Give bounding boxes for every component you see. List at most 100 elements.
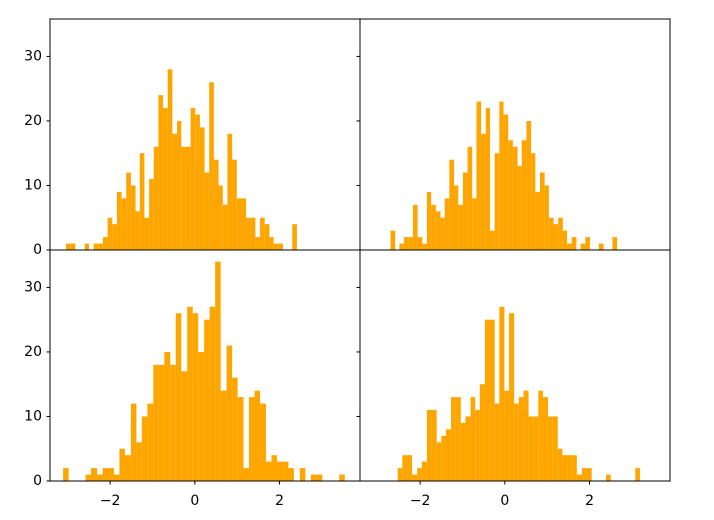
histogram-bar [70, 243, 76, 250]
histogram-bar [339, 474, 345, 481]
histogram-bar [533, 416, 539, 481]
histogram-bar [526, 120, 532, 250]
x-tick-label: 2 [585, 493, 594, 509]
histogram-bar [250, 217, 256, 250]
histogram-bar [153, 146, 159, 250]
histogram-bar [444, 198, 450, 250]
histogram-bar [402, 455, 408, 481]
histogram-bar [449, 159, 455, 250]
histogram-bar [454, 185, 459, 250]
histogram-bar [209, 82, 214, 250]
histogram-bar [567, 455, 573, 481]
histogram-bar [499, 306, 505, 481]
histogram-bar [426, 410, 432, 481]
histogram-bar [408, 237, 413, 250]
histogram-bar [421, 461, 427, 481]
histogram-bar [130, 403, 137, 481]
x-tick-label: −2 [100, 493, 121, 509]
histogram-bar [503, 114, 509, 250]
y-tick-label: 0 [33, 473, 42, 489]
histogram-bar [397, 468, 403, 481]
histogram-bar [264, 224, 270, 250]
histogram-bar [97, 474, 103, 481]
axes-frame [359, 249, 671, 482]
histogram-bar [512, 146, 518, 250]
histogram-bar [139, 153, 145, 250]
histogram-bar [542, 397, 549, 481]
histogram-bar [84, 243, 89, 250]
histogram-bar [606, 474, 611, 481]
histogram-bar [509, 313, 515, 481]
y-tick-label: 0 [33, 242, 42, 258]
histogram-bar [260, 217, 265, 250]
histogram-bar [116, 191, 122, 250]
histogram-bar [514, 403, 519, 481]
y-tick-label: 10 [24, 177, 42, 193]
y-tick-label: 30 [24, 48, 42, 64]
histogram-bar [548, 416, 553, 481]
histogram-bar [222, 204, 228, 250]
histogram-bar [422, 243, 427, 250]
histogram-bar [470, 397, 476, 481]
histogram-bar [436, 442, 442, 481]
histogram-bar [66, 243, 71, 250]
histogram-bar [562, 455, 568, 481]
histogram-bar [220, 390, 227, 481]
histogram-bar [485, 108, 491, 250]
histogram-bar [136, 442, 142, 481]
y-tick-label: 20 [24, 344, 42, 360]
histogram-bar [149, 179, 154, 250]
histogram-bar [209, 306, 216, 481]
histogram-bar [175, 313, 182, 481]
histogram-bar [269, 237, 274, 250]
histogram-bar [567, 243, 572, 250]
histogram-bar [390, 230, 396, 250]
histogram-bar [467, 146, 473, 250]
histogram-bar [431, 204, 436, 250]
histogram-bar [441, 435, 446, 481]
histogram-bar [119, 448, 125, 481]
histogram-bar [260, 403, 266, 481]
histogram-bar [586, 468, 592, 481]
histogram-bar [167, 69, 173, 250]
histogram-bar [399, 243, 405, 250]
histogram-bar [112, 224, 117, 250]
histogram-bar [576, 474, 582, 481]
histogram-bar [553, 224, 559, 250]
histogram-bar [426, 191, 432, 250]
histogram-bar [158, 95, 164, 250]
histogram-bar [204, 172, 210, 250]
histogram-bar [241, 198, 247, 250]
histogram-bar [246, 217, 251, 250]
histogram-bar [276, 461, 283, 481]
histogram-bar [440, 217, 445, 250]
histogram-bar [612, 237, 618, 250]
histogram-bar [164, 351, 171, 481]
histogram-bar [181, 146, 186, 250]
histogram-bar [236, 198, 242, 250]
histogram-bar [475, 410, 480, 481]
histogram-bar [535, 191, 540, 250]
histogram-bar [523, 390, 529, 481]
histogram-bar [417, 237, 423, 250]
histogram-bar [538, 390, 543, 481]
histogram-bar [91, 468, 98, 481]
histogram-bar [271, 455, 277, 481]
histogram-bar [63, 468, 69, 481]
histogram-bar [153, 364, 159, 481]
histogram-bar [479, 384, 485, 481]
histogram-bar [254, 390, 261, 481]
histogram-bar [635, 468, 640, 481]
histogram-bar [494, 403, 500, 481]
histogram-bar [435, 211, 441, 250]
x-tick-label: 0 [190, 493, 199, 509]
histogram-bar [465, 416, 471, 481]
histogram-bar [299, 468, 306, 481]
histogram-bar [278, 243, 283, 250]
histogram-bar [187, 306, 193, 481]
histogram-bar [124, 455, 131, 481]
histogram-bar [531, 153, 536, 250]
histogram-bar [558, 217, 563, 250]
histogram-bar [204, 319, 210, 481]
